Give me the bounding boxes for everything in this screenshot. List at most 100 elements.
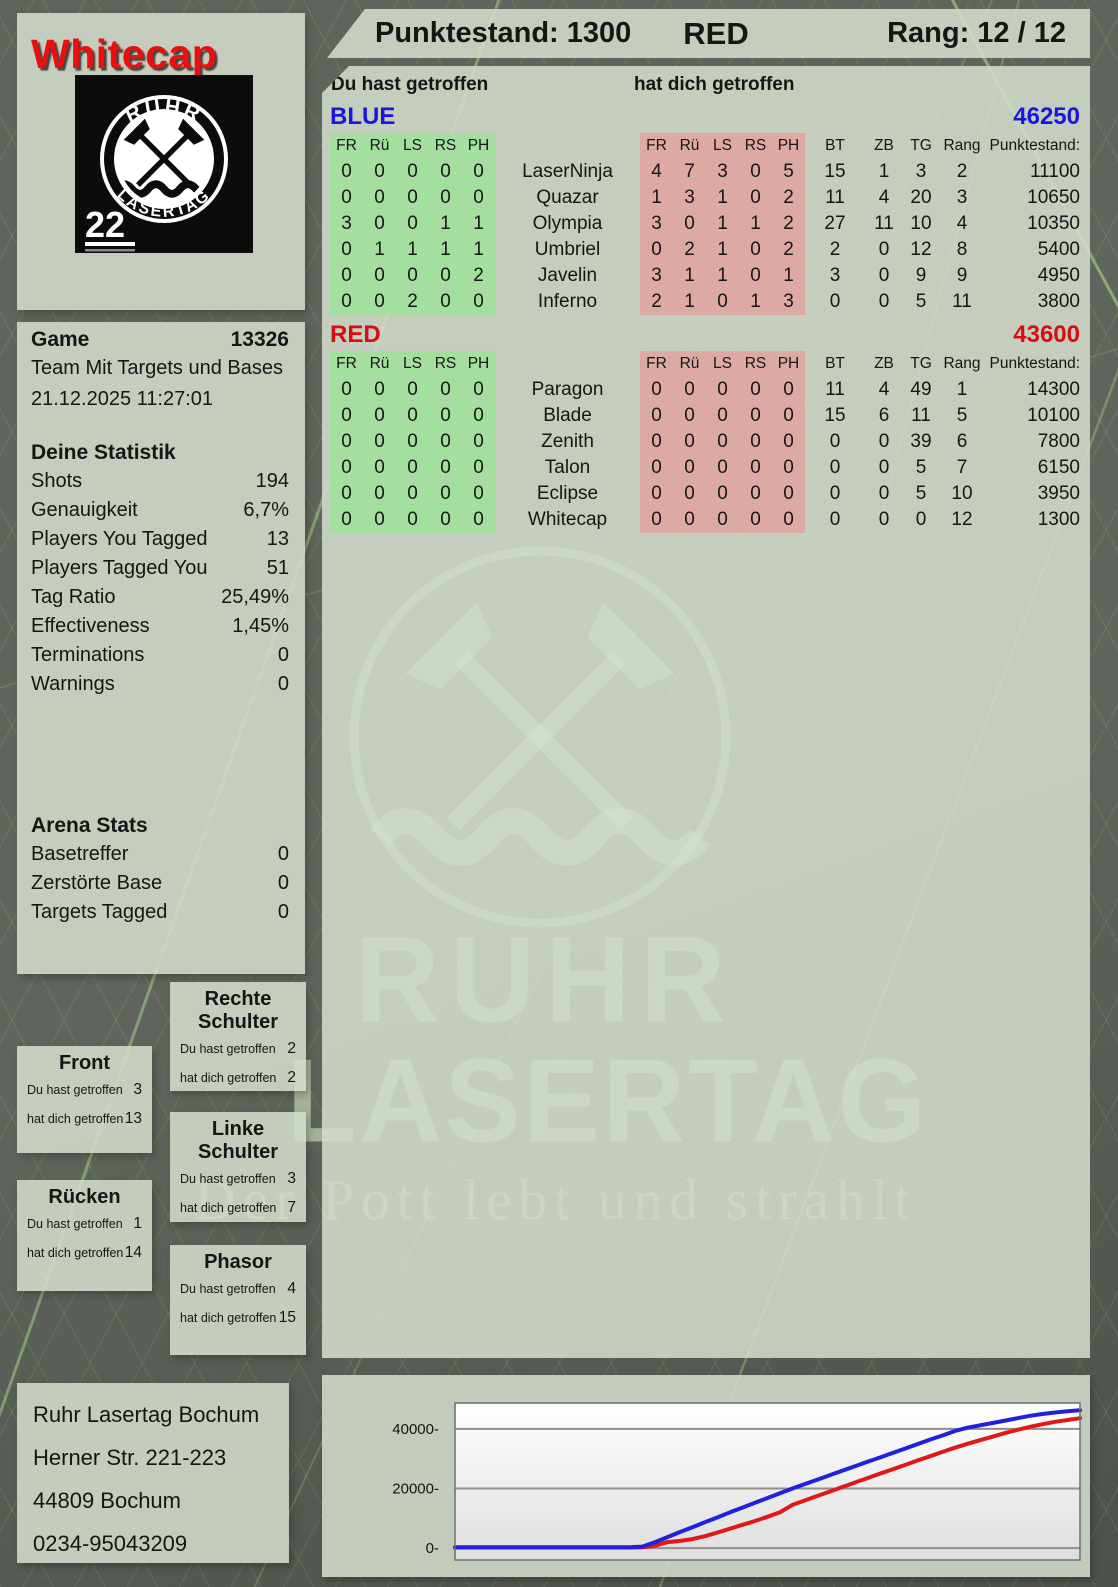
- table-cell: 0: [783, 379, 794, 400]
- hitbox-title: Phasor: [204, 1251, 272, 1273]
- table-cell: ZB: [874, 355, 894, 372]
- table-cell: 0: [878, 291, 890, 312]
- table-cell: 0: [915, 509, 927, 530]
- table-cell: 0: [651, 457, 662, 478]
- table-cell: 2: [956, 161, 968, 182]
- table-cell: Punktestand:: [989, 355, 1080, 372]
- table-cell: 1: [684, 265, 695, 286]
- svg-text:20000-: 20000-: [392, 1481, 439, 1498]
- table-cell: 9: [956, 265, 968, 286]
- venue-city: 44809 Bochum: [33, 1487, 181, 1513]
- table-cell: 10: [951, 483, 973, 504]
- arena-stat-label: Zerstörte Base: [31, 872, 163, 894]
- table-cell: 1: [684, 291, 695, 312]
- table-cell: 5: [915, 457, 927, 478]
- hitbox-rechte-schulter: Rechte Schulter Du hast getroffen 2 hat d…: [170, 982, 306, 1091]
- dich-hits-block: [640, 351, 805, 533]
- table-cell: 0: [878, 431, 890, 452]
- table-cell: 0: [651, 239, 662, 260]
- team-section-blue: BLUE 46250 FR Rü LS RS PH FR Rü LS RS PH BT ZB TG Ran…: [330, 100, 1080, 315]
- hitbox-du-value: 4: [287, 1280, 296, 1297]
- table-cell: Inferno: [537, 291, 598, 312]
- table-cell: 0: [878, 265, 890, 286]
- table-cell: 14300: [1027, 379, 1080, 400]
- table-cell: 0: [783, 457, 794, 478]
- table-cell: 0: [829, 509, 841, 530]
- table-cell: Talon: [544, 457, 591, 478]
- table-cell: 3: [717, 161, 728, 182]
- table-cell: 0: [440, 405, 451, 426]
- table-cell: 7: [956, 457, 968, 478]
- table-cell: Rü: [679, 355, 700, 372]
- game-datetime: 21.12.2025 11:27:01: [31, 388, 214, 410]
- dich-hits-block: [640, 133, 805, 315]
- table-cell: 0: [829, 483, 841, 504]
- table-cell: 4: [956, 213, 968, 234]
- table-cell: 0: [878, 509, 890, 530]
- table-cell: FR: [646, 137, 667, 154]
- table-cell: 2: [783, 213, 794, 234]
- stat-label: Effectiveness: [31, 615, 150, 637]
- stat-value: 6,7%: [243, 499, 289, 521]
- stat-value: 25,49%: [221, 586, 289, 608]
- hitbox-dich-label: hat dich getroffen: [27, 1112, 124, 1126]
- table-cell: 0: [750, 161, 761, 182]
- hitbox-title: Rechte Schulter: [197, 988, 279, 1033]
- table-cell: 0: [878, 457, 890, 478]
- table-cell: 10100: [1027, 405, 1080, 426]
- arena-stat-label: Targets Tagged: [31, 901, 168, 923]
- stat-label: Tag Ratio: [31, 586, 116, 608]
- stat-label: Warnings: [31, 673, 115, 695]
- table-cell: 11: [825, 187, 845, 208]
- table-cell: 0: [878, 483, 890, 504]
- game-label: Game: [31, 328, 90, 351]
- game-number: 13326: [230, 328, 289, 351]
- table-cell: 0: [440, 187, 451, 208]
- hitbox-dich-value: 2: [287, 1069, 296, 1086]
- table-cell: 0: [440, 265, 451, 286]
- table-cell: 0: [750, 509, 761, 530]
- table-cell: LS: [403, 355, 422, 372]
- table-cell: 0: [341, 509, 352, 530]
- table-cell: Whitecap: [527, 509, 608, 530]
- table-cell: 12: [951, 509, 973, 530]
- table-cell: 0: [473, 379, 484, 400]
- table-cell: 1: [956, 379, 968, 400]
- table-cell: 0: [407, 265, 418, 286]
- table-cell: 1: [440, 239, 451, 260]
- table-cell: 11: [911, 405, 931, 426]
- table-cell: PH: [467, 355, 490, 372]
- table-cell: Olympia: [532, 213, 603, 234]
- team-table-rows: 0 0 0 0 0 LaserNinja 4 7 3 0 5 15 1 3 2 11100 0 0 0 0 0 Quaza…: [330, 159, 1080, 315]
- table-cell: 5: [956, 405, 968, 426]
- hitbox-front: Front Du hast getroffen 3 hat dich getrof…: [17, 1046, 152, 1153]
- table-cell: 6150: [1037, 457, 1080, 478]
- table-cell: 0: [407, 457, 418, 478]
- header-team: RED: [683, 15, 749, 51]
- stat-value: 1,45%: [232, 615, 289, 637]
- team-table-header: FR Rü LS RS PH FR Rü LS RS PH BT ZB TG Rang Punktestan…: [330, 351, 1080, 377]
- venue-phone: 0234-95043209: [33, 1530, 188, 1556]
- table-cell: 10650: [1027, 187, 1080, 208]
- table-cell: 0: [783, 509, 794, 530]
- stat-label: Terminations: [31, 644, 145, 666]
- table-cell: 0: [407, 509, 418, 530]
- hitbox-du-label: Du hast getroffen: [180, 1042, 276, 1056]
- table-cell: 0: [341, 291, 352, 312]
- player-name: Whitecap: [31, 31, 218, 77]
- hitbox-phasor: Phasor Du hast getroffen 4 hat dich getro…: [170, 1245, 306, 1355]
- table-cell: TG: [910, 137, 932, 154]
- team-total-score: 46250: [1013, 102, 1080, 130]
- table-cell: 1: [374, 239, 385, 260]
- table-cell: 0: [473, 431, 484, 452]
- hitbox-dich-value: 15: [278, 1309, 296, 1326]
- table-cell: 2: [829, 239, 841, 260]
- hitbox-title: Front: [58, 1052, 111, 1074]
- table-cell: 1300: [1037, 509, 1080, 530]
- table-cell: 0: [374, 213, 385, 234]
- table-cell: Rü: [369, 355, 390, 372]
- table-cell: 20: [910, 187, 932, 208]
- table-cell: 1: [717, 239, 728, 260]
- table-cell: Eclipse: [536, 483, 599, 504]
